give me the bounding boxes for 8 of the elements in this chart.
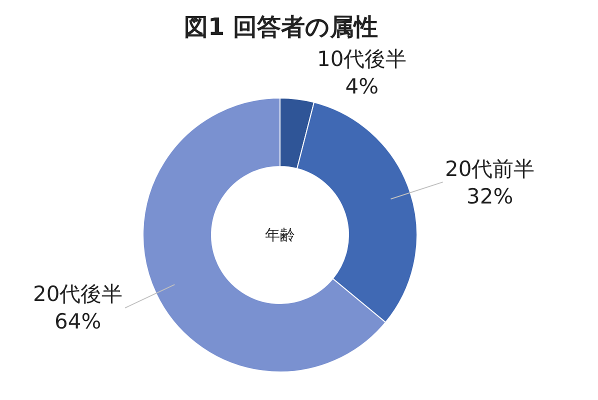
- chart-title: 図1 回答者の属性: [184, 12, 378, 41]
- data-label: 64%: [54, 309, 102, 334]
- slice-label: 20代前半: [445, 157, 535, 181]
- data-label: 32%: [466, 184, 514, 208]
- text: 年齢: [265, 226, 295, 244]
- slice-label: 20代後半: [33, 282, 123, 306]
- data-label: 4%: [345, 74, 379, 98]
- slice-label: 10代後半: [317, 47, 407, 71]
